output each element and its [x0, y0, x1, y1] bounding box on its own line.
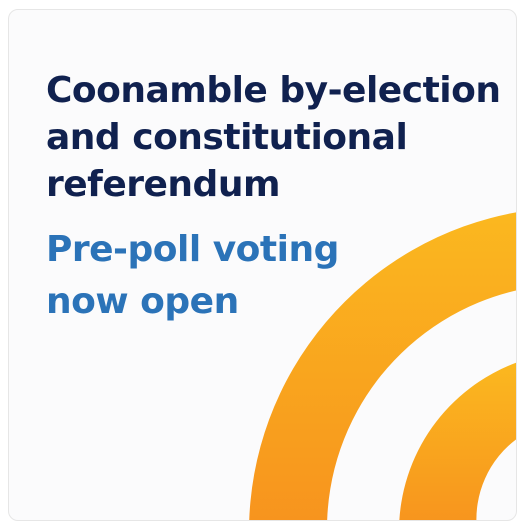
headline-line-2: and constitutional — [46, 117, 408, 158]
headline: Coonamble by-election and constitutional… — [46, 67, 506, 208]
subheadline-line-1: Pre-poll voting — [46, 229, 339, 270]
announcement-card: Coonamble by-election and constitutional… — [8, 9, 517, 521]
headline-line-1: Coonamble by-election — [46, 70, 501, 111]
signal-arcs-graphic — [249, 212, 516, 520]
headline-line-3: referendum — [46, 164, 280, 205]
subheadline: Pre-poll voting now open — [46, 224, 506, 328]
inner-arc — [399, 362, 516, 520]
subheadline-line-2: now open — [46, 281, 239, 322]
outer-arc — [249, 212, 516, 520]
